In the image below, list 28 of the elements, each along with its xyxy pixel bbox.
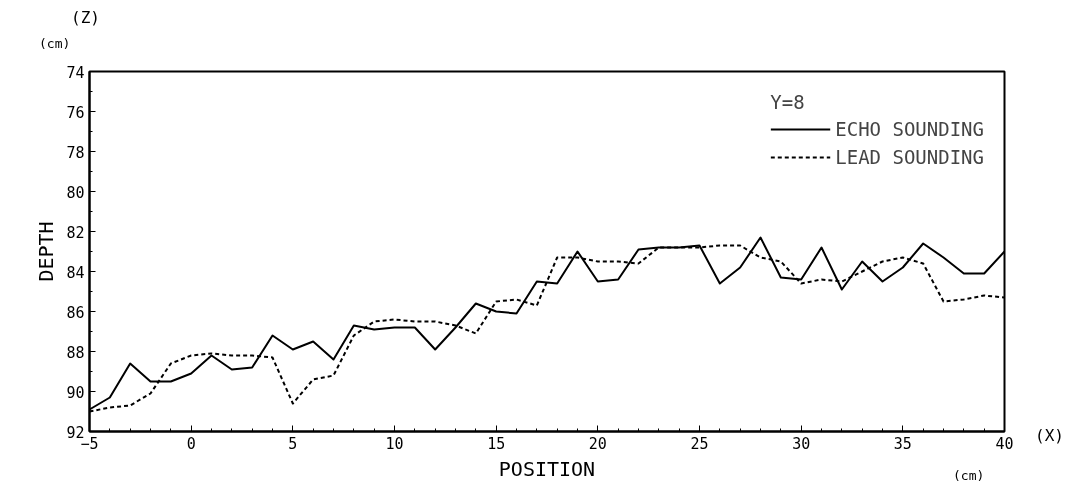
x-tick-label: 30 [792, 434, 811, 453]
x-tick-label: 35 [893, 434, 912, 453]
legend-title: Υ=8 [770, 91, 806, 113]
text: (cm) [953, 467, 985, 485]
x-tick-label: 20 [588, 434, 607, 453]
x-axis-title: POSITION [498, 456, 596, 481]
y-tick-label: 74 [66, 63, 85, 82]
y-tick-label: 82 [66, 223, 85, 242]
x-tick-label: 15 [487, 434, 506, 453]
y-tick-label: 92 [66, 423, 85, 442]
y-axis-title: DEPTH [34, 221, 59, 282]
x-tick-label: 25 [690, 434, 709, 453]
x-tick-label: 10 [385, 434, 404, 453]
y-tick-label: 88 [66, 343, 85, 362]
text: (cm) [39, 35, 71, 53]
x-tick-label: 40 [995, 434, 1014, 453]
y-tick-label: 90 [66, 383, 85, 402]
legend-label: ECHO SOUNDING [835, 118, 984, 140]
text: (X) [1035, 425, 1064, 447]
x-tick-label: 5 [288, 434, 298, 453]
text: (Z) [71, 7, 100, 29]
legend-label: LEAD SOUNDING [835, 146, 984, 168]
y-tick-label: 76 [66, 103, 85, 122]
y-tick-label: 86 [66, 303, 85, 322]
x-tick-label: 0 [186, 434, 196, 453]
y-tick-label: 84 [66, 263, 85, 282]
y-tick-label: 80 [66, 183, 85, 202]
y-tick-label: 78 [66, 143, 85, 162]
